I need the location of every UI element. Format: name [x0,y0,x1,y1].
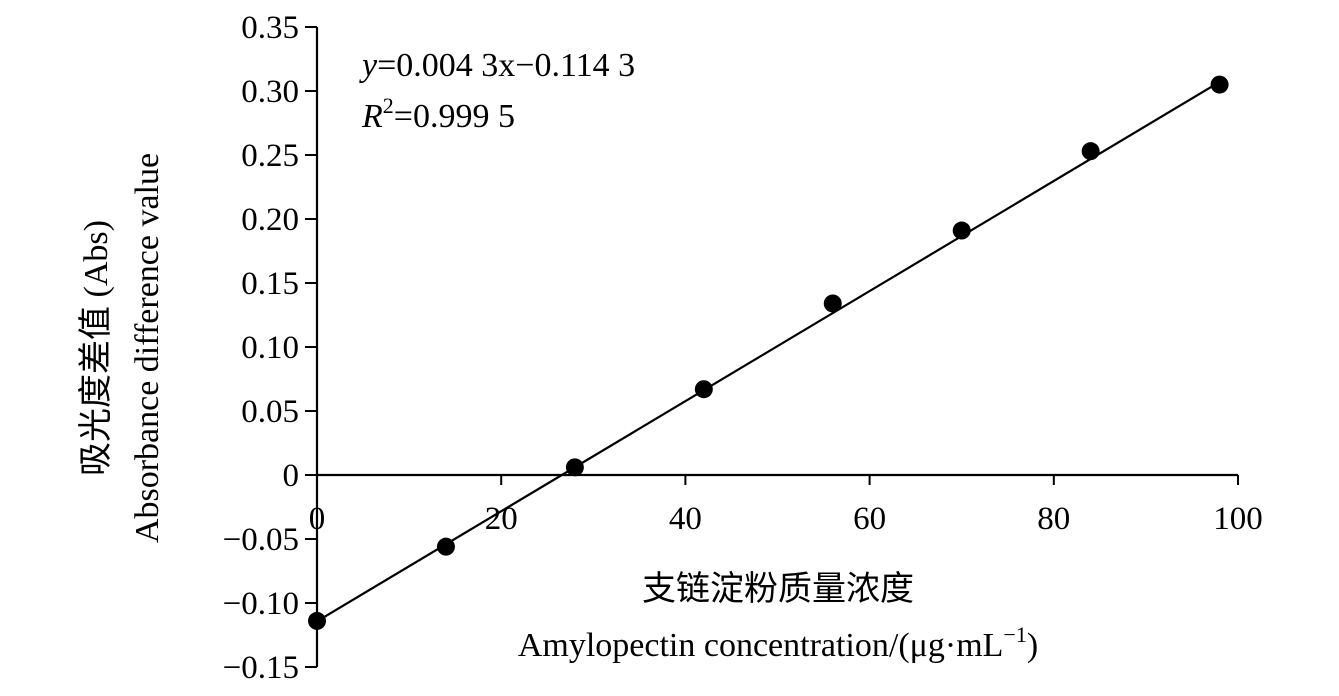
data-point [952,221,971,240]
y-tick-label: 0.25 [241,138,299,174]
x-tick-label: 100 [1213,501,1263,537]
data-point [1210,75,1229,94]
y-tick-label: 0 [283,458,300,494]
data-point [565,458,584,477]
y-tick-label: −0.10 [223,586,299,622]
x-tick-label: 0 [309,501,326,537]
data-points [308,75,1229,630]
equation-line-2: R2=0.999 5 [361,93,515,135]
y-axis-title-en: Absorbance difference value [129,153,166,543]
equation-line-1: y=0.004 3x−0.114 3 [359,47,635,84]
x-tick-label: 40 [669,501,702,537]
data-point [1081,142,1100,161]
fit-line [316,80,1221,623]
y-tick-label: 0.35 [241,10,299,46]
data-point [436,537,455,556]
y-axis-title-cn: 吸光度差值 (Abs) [77,220,115,476]
y-tick-label: −0.05 [223,522,299,558]
data-point [823,294,842,313]
tick-labels: 0.35 0.30 0.25 0.20 0.15 0.10 0.05 0 −0.05 −0.10 −… [223,10,1263,686]
y-tick-label: 0.30 [241,74,299,110]
y-tick-label: −0.15 [223,650,299,686]
y-tick-label: 0.15 [241,266,299,302]
x-tick-label: 60 [853,501,886,537]
x-axis-title-en: Amylopectin concentration/(μg·mL−1) [518,622,1038,664]
data-point [694,380,713,399]
tick-marks [305,26,1239,668]
y-tick-label: 0.05 [241,394,299,430]
x-tick-label: 80 [1037,501,1070,537]
y-tick-label: 0.10 [241,330,299,366]
y-tick-label: 0.20 [241,202,299,238]
x-axis-title-cn: 支链淀粉质量浓度 [642,570,914,608]
fit-layer [316,80,1221,623]
data-point [308,611,326,630]
